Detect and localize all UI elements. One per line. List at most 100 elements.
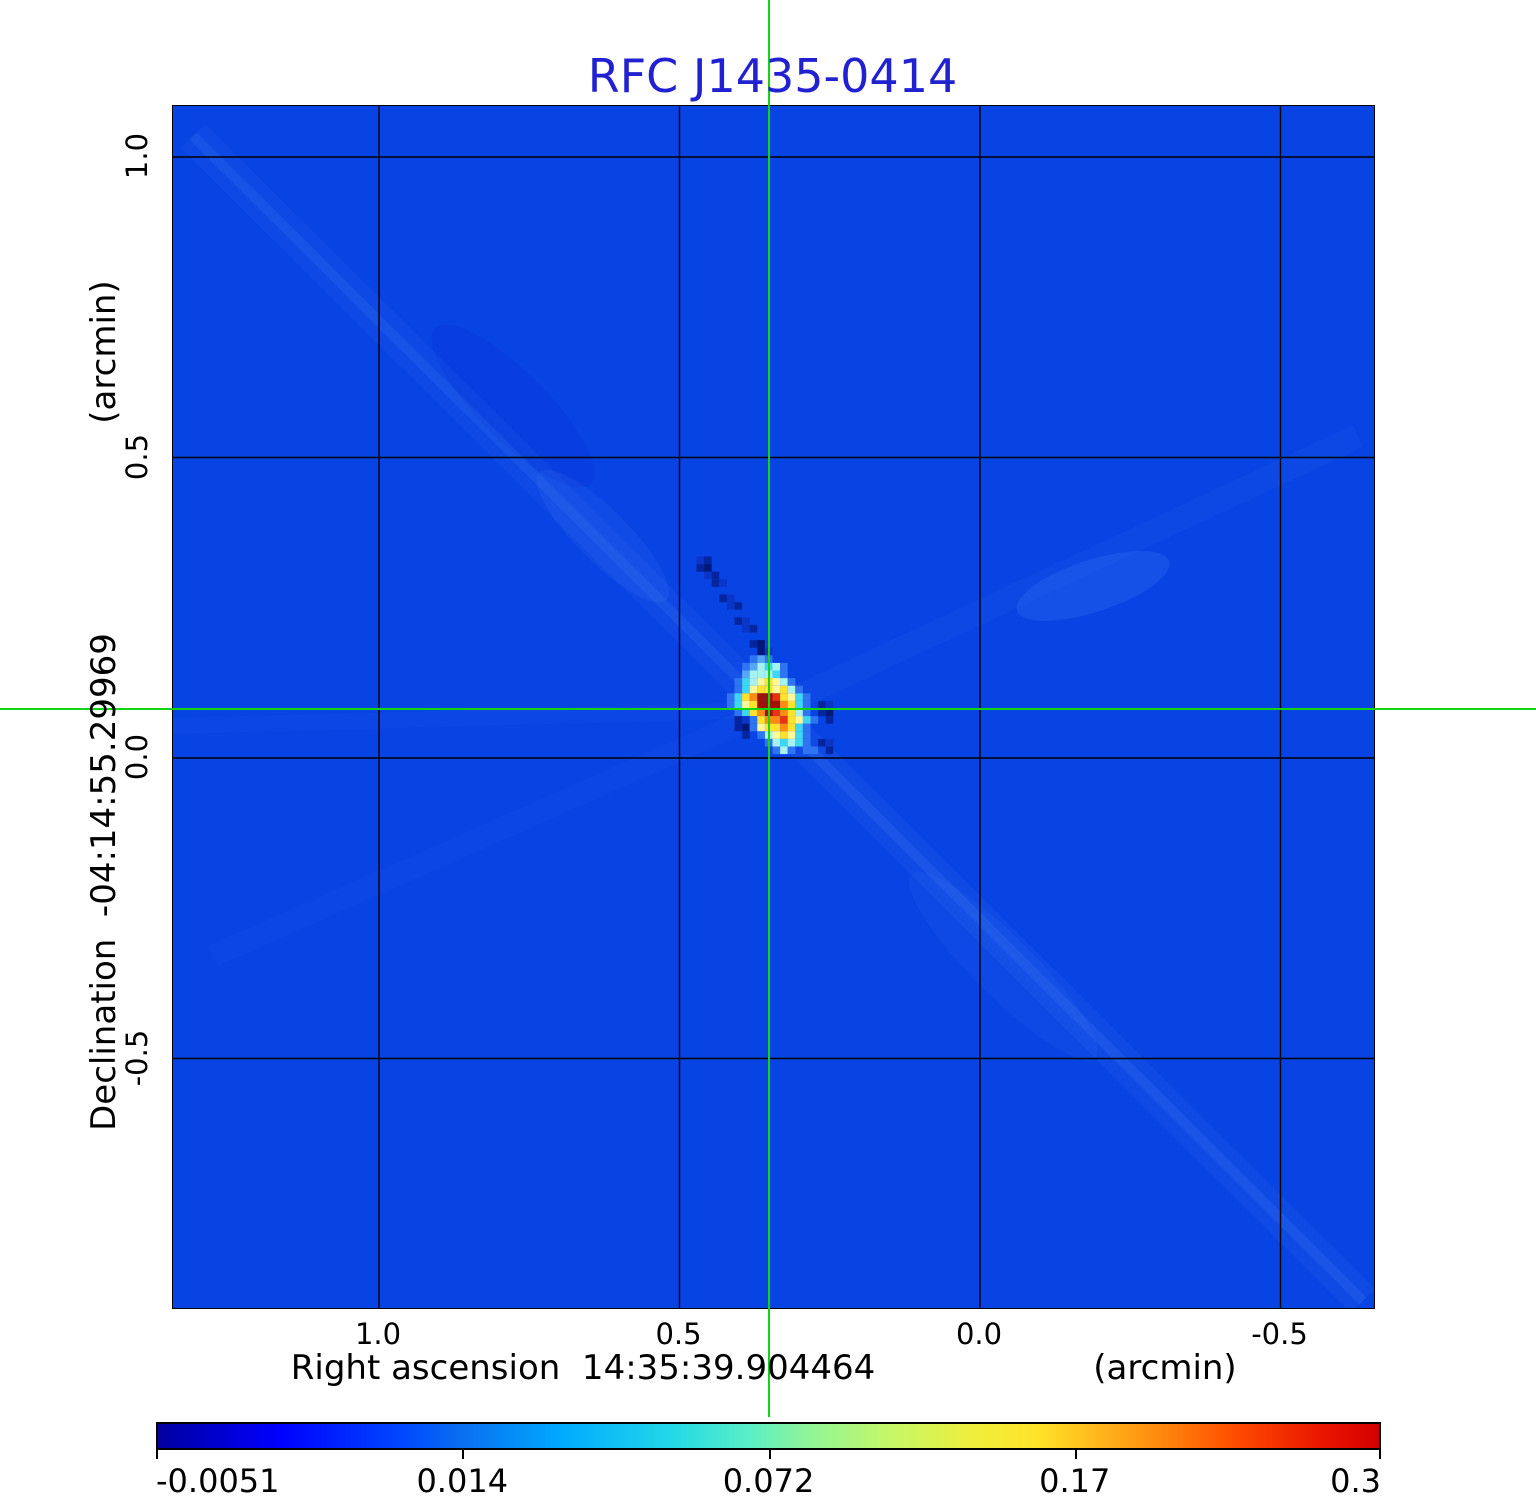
source-pixel <box>787 746 796 755</box>
source-pixel <box>749 693 758 701</box>
source-pixel <box>818 738 826 747</box>
x-tick-label: 1.0 <box>354 1316 402 1351</box>
source-pixel <box>818 700 826 709</box>
source-pixel <box>802 716 811 724</box>
coordinate-gridlines <box>173 106 1374 1308</box>
source-pixel <box>825 746 834 755</box>
source-pixel <box>749 678 758 686</box>
source-pixel <box>749 662 758 671</box>
source-pixel <box>795 700 803 709</box>
x-axis-title: Right ascension 14:35:39.904464 <box>290 1348 876 1388</box>
y-tick-label: 0.5 <box>119 433 154 480</box>
y-axis-unit-label: (arcmin) <box>84 280 124 424</box>
source-pixel <box>772 731 781 739</box>
source-pixel <box>802 746 811 755</box>
source-pixel <box>726 602 735 610</box>
source-pixel <box>696 564 705 572</box>
y-tick-label: -0.5 <box>119 1029 154 1086</box>
source-pixel <box>772 662 781 671</box>
source-pixel <box>795 731 803 739</box>
source-pixel <box>749 640 758 648</box>
source-pixel <box>787 708 796 717</box>
source-pixel <box>825 716 834 724</box>
source-pixel <box>757 655 765 663</box>
source-pixel <box>818 708 826 717</box>
colorbar-tick-label: 0.014 <box>416 1462 509 1500</box>
source-pixel <box>749 624 758 633</box>
source-pixel <box>772 670 781 679</box>
source-pixel <box>726 594 735 603</box>
source-pixel <box>825 708 834 717</box>
crosshair-horizontal-line <box>0 707 1536 710</box>
source-pixel <box>780 708 788 717</box>
source-pixel <box>772 685 781 694</box>
source-pixel <box>734 602 743 610</box>
figure-title: RFC J1435-0414 <box>587 49 958 103</box>
source-pixel <box>757 700 765 709</box>
x-axis-unit-label: (arcmin) <box>1093 1348 1237 1388</box>
source-pixel <box>749 708 758 717</box>
source-pixel <box>711 579 720 587</box>
colorbar-tick <box>1074 1450 1077 1459</box>
colorbar-tick-label: -0.0051 <box>156 1462 280 1500</box>
source-pixel <box>726 693 735 701</box>
source-pixel <box>772 738 781 747</box>
source-pixel <box>780 723 788 732</box>
source-pixel <box>757 708 765 717</box>
source-pixel <box>757 685 765 694</box>
source-pixel <box>742 716 750 724</box>
colorbar-tick <box>156 1450 158 1459</box>
source-pixel <box>795 738 803 747</box>
source-pixel <box>734 678 743 686</box>
x-tick-label: 0.5 <box>655 1316 702 1351</box>
heatmap-image <box>173 106 1374 1308</box>
source-pixel <box>787 723 796 732</box>
source-pixel <box>802 693 811 701</box>
source-pixel <box>780 678 788 686</box>
source-pixel <box>780 670 788 679</box>
source-pixel <box>795 693 803 701</box>
source-pixel <box>734 716 743 724</box>
source-pixel <box>757 716 765 724</box>
source-pixel <box>787 716 796 724</box>
source-pixel <box>787 738 796 747</box>
source-pixel <box>749 685 758 694</box>
source-pixel <box>734 693 743 701</box>
x-tick-label: -0.5 <box>1251 1316 1308 1351</box>
source-pixel <box>742 670 750 679</box>
source-pixel <box>696 556 705 565</box>
source-pixel <box>772 716 781 724</box>
source-pixel <box>780 716 788 724</box>
source-pixel <box>780 731 788 739</box>
source-pixel <box>742 685 750 694</box>
source-pixel <box>742 731 750 739</box>
source-pixel <box>742 624 750 633</box>
source-pixel <box>757 670 765 679</box>
x-tick-label: 0.0 <box>955 1316 1003 1351</box>
source-pixel <box>719 594 727 603</box>
source-pixel <box>757 647 765 656</box>
source-pixel <box>742 693 750 701</box>
source-pixel <box>780 700 788 709</box>
y-tick-label: 1.0 <box>119 132 154 180</box>
source-pixel <box>734 700 743 709</box>
colorbar-tick <box>1379 1450 1381 1459</box>
source-pixel <box>795 723 803 732</box>
source-pixel <box>726 700 735 709</box>
source-pixel <box>780 685 788 694</box>
source-pixel <box>802 738 811 747</box>
source-pixel <box>704 564 712 572</box>
colorbar-tick <box>768 1450 771 1459</box>
source-pixel <box>802 700 811 709</box>
source-pixel <box>772 678 781 686</box>
colorbar <box>156 1422 1381 1450</box>
source-pixel <box>742 678 750 686</box>
radio-map-plot <box>172 105 1375 1309</box>
source-pixel <box>825 700 834 709</box>
source-pixel <box>757 723 765 732</box>
source-pixel <box>757 678 765 686</box>
source-pixel <box>772 708 781 717</box>
source-pixel <box>742 708 750 717</box>
source-pixel <box>795 716 803 724</box>
